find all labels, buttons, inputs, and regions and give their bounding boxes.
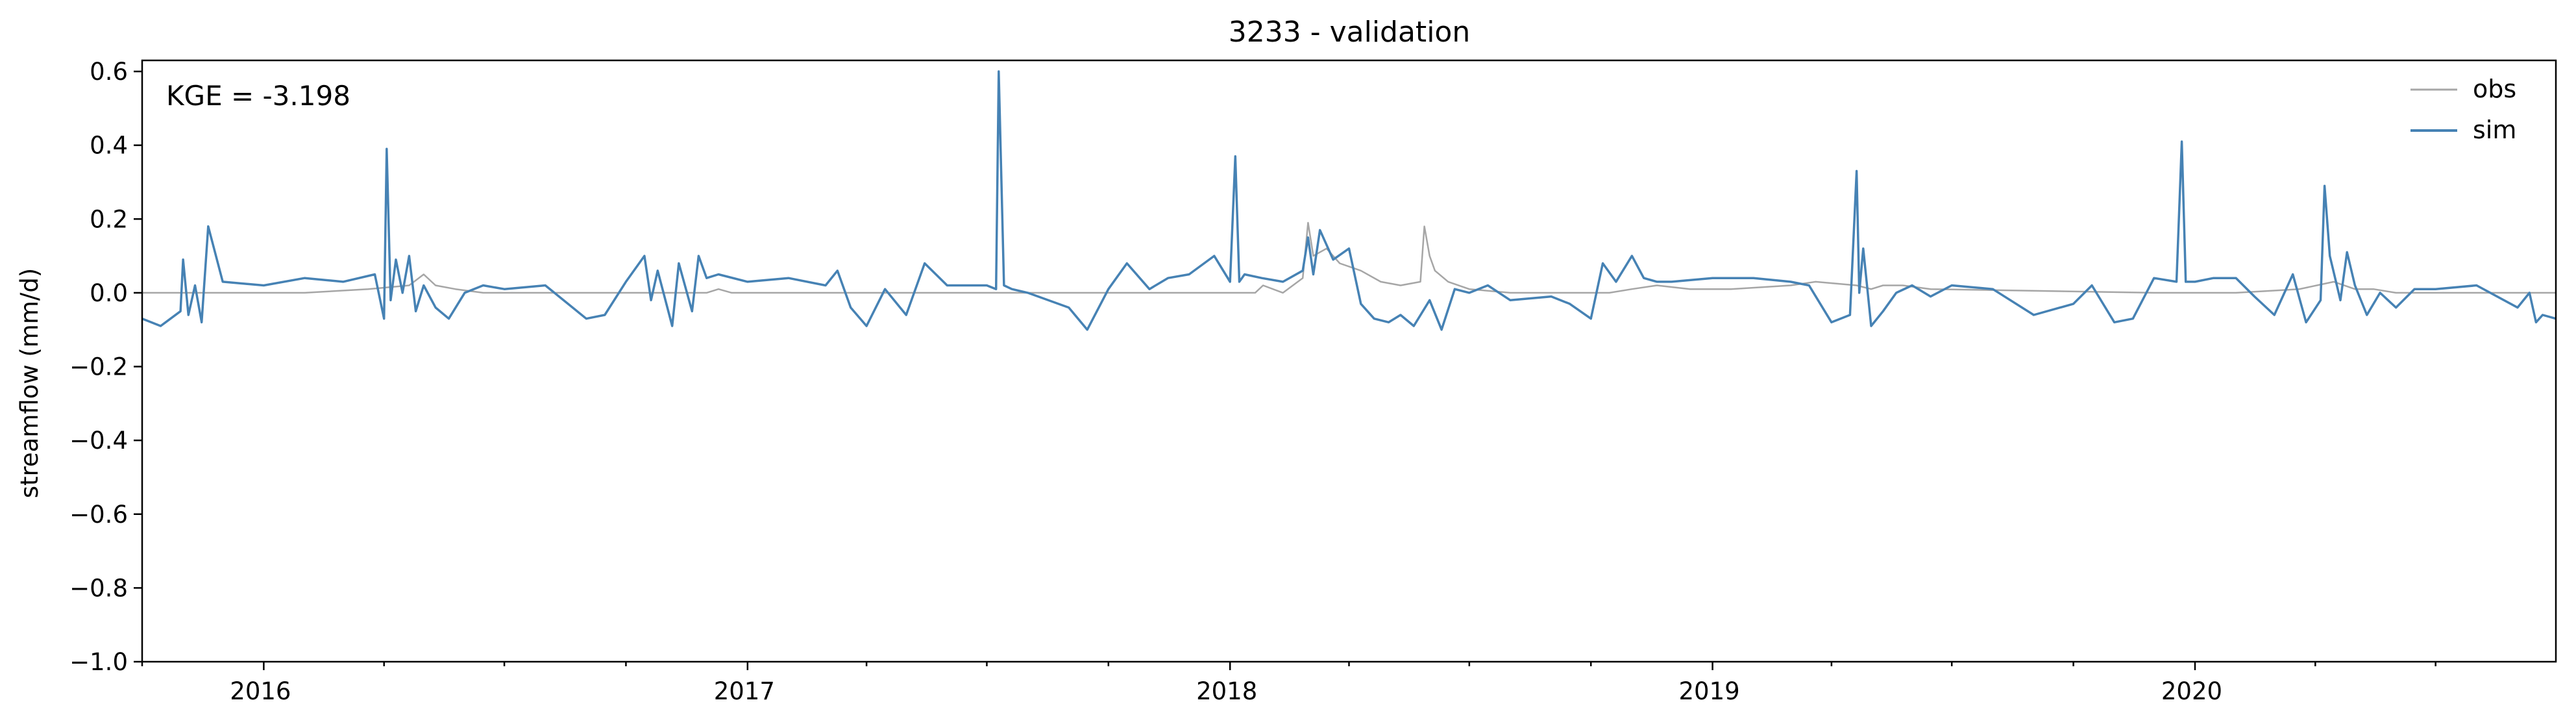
y-tick-label: 0.0	[90, 279, 128, 307]
chart-title: 3233 - validation	[1229, 16, 1470, 49]
y-tick-label: −0.8	[69, 574, 128, 602]
x-tick-label: 2020	[2161, 677, 2222, 705]
y-tick-label: −0.4	[69, 427, 128, 455]
y-tick-label: 0.6	[90, 58, 128, 86]
y-axis-label: streamflow (mm/d)	[16, 268, 43, 499]
x-tick-label: 2016	[230, 677, 291, 705]
legend-label-sim: sim	[2473, 116, 2516, 144]
y-tick-label: −0.6	[69, 501, 128, 529]
y-tick-label: −1.0	[69, 648, 128, 676]
x-tick-label: 2018	[1196, 677, 1257, 705]
series-layer	[142, 70, 2556, 331]
kge-annotation: KGE = -3.198	[166, 80, 350, 112]
x-axis: 2016 2017 2018 2019 2020	[141, 662, 2436, 705]
x-tick-label: 2019	[1679, 677, 1740, 705]
legend-label-obs: obs	[2473, 75, 2516, 103]
y-tick-label: 0.4	[90, 132, 128, 160]
series-line-obs	[142, 221, 2556, 294]
plot-frame	[141, 59, 2557, 663]
series-line-sim	[142, 70, 2556, 331]
x-tick-label: 2017	[714, 677, 775, 705]
y-tick-label: −0.2	[69, 353, 128, 381]
y-axis: 0.6 0.4 0.2 0.0 −0.2 −0.4 −0.6 −0.8 −1.0	[69, 58, 142, 676]
y-tick-label: 0.2	[90, 205, 128, 233]
legend: obs sim	[2410, 75, 2516, 144]
